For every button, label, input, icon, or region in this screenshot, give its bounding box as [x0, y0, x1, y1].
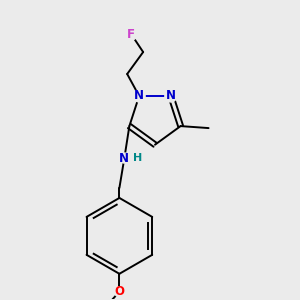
Text: H: H — [133, 153, 142, 163]
Text: N: N — [119, 152, 129, 164]
Text: N: N — [166, 89, 176, 103]
Text: O: O — [114, 285, 124, 298]
Circle shape — [133, 90, 145, 102]
Circle shape — [119, 153, 129, 163]
Text: F: F — [127, 28, 135, 40]
Circle shape — [114, 287, 124, 297]
Text: N: N — [134, 89, 144, 103]
Circle shape — [125, 28, 137, 40]
Circle shape — [165, 90, 177, 102]
